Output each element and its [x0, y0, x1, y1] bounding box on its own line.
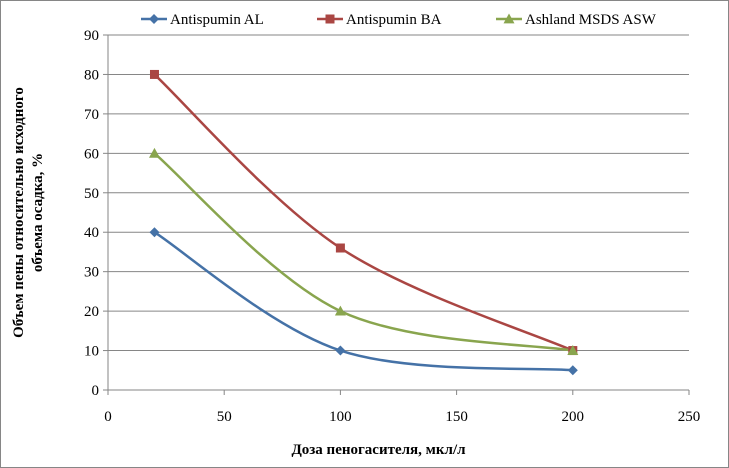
x-tick-label: 200	[562, 409, 585, 425]
grid-lines	[108, 34, 689, 352]
legend-label-0: Antispumin AL	[170, 12, 264, 28]
x-tick-label: 0	[104, 409, 112, 425]
series-lines	[153, 73, 574, 372]
y-tick-label: 70	[84, 107, 99, 123]
series-0-point-2	[567, 365, 578, 376]
axes	[103, 34, 690, 395]
series-0-point-0	[149, 227, 160, 238]
series-markers	[148, 69, 579, 376]
y-tick-label: 90	[84, 28, 99, 44]
x-tick-label: 50	[217, 409, 232, 425]
legend: Antispumin AL Antispumin BA Ashland MSDS A…	[141, 12, 657, 28]
x-tick-labels: 0 50 100 150 200 250	[104, 409, 700, 425]
series-line-2	[153, 152, 574, 352]
y-axis-title-line-1: Объем пены относительно исходного	[11, 87, 27, 338]
series-line-0	[153, 231, 573, 372]
legend-label-2: Ashland MSDS ASW	[525, 12, 657, 28]
y-tick-label: 50	[84, 186, 99, 202]
series-2-point-2	[567, 345, 579, 355]
legend-marker-2	[503, 13, 515, 24]
y-tick-label: 20	[84, 304, 99, 320]
y-tick-label: 0	[92, 383, 100, 399]
y-tick-label: 30	[84, 265, 99, 281]
legend-marker-0	[149, 14, 159, 24]
x-axis-title: Доза пеногасителя, мкл/л	[291, 442, 466, 458]
series-1-point-0	[149, 69, 159, 79]
y-axis-title: Объем пены относительно исходного объема…	[11, 87, 46, 338]
x-tick-label: 250	[678, 409, 701, 425]
y-tick-labels: 0 10 20 30 40 50 60 70 80 90	[84, 28, 99, 399]
y-tick-label: 40	[84, 225, 99, 241]
series-0-point-1	[335, 345, 346, 356]
series-line-1	[153, 73, 574, 352]
x-tick-label: 100	[329, 409, 352, 425]
y-tick-label: 80	[84, 67, 99, 83]
series-2-point-1	[334, 305, 346, 316]
y-axis-title-line-2: объема осадка, %	[30, 153, 46, 272]
legend-marker-1	[325, 14, 335, 24]
series-1-point-1	[335, 243, 345, 253]
y-tick-label: 60	[84, 146, 99, 162]
legend-label-1: Antispumin BA	[346, 12, 442, 28]
x-tick-label: 150	[445, 409, 468, 425]
series-2-point-0	[148, 147, 160, 158]
y-tick-label: 10	[84, 344, 99, 360]
